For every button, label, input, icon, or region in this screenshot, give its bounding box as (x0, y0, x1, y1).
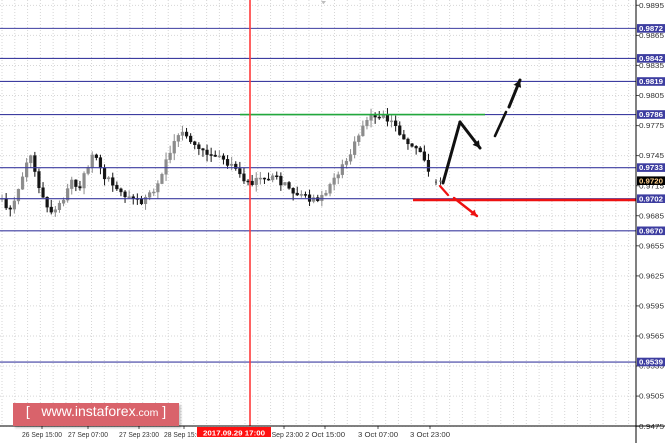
svg-text:0.9872: 0.9872 (639, 24, 663, 33)
svg-text:0.9655: 0.9655 (639, 241, 664, 250)
svg-text:2017.09.29 17:00: 2017.09.29 17:00 (203, 428, 265, 437)
svg-text:0.9595: 0.9595 (639, 302, 664, 311)
svg-text:0.9805: 0.9805 (639, 91, 664, 100)
svg-text:0.9720: 0.9720 (639, 176, 663, 185)
svg-text:2 Oct 15:00: 2 Oct 15:00 (305, 430, 345, 439)
svg-text:0.9786: 0.9786 (639, 110, 663, 119)
svg-text:0.9733: 0.9733 (639, 163, 663, 172)
svg-text:0.9670: 0.9670 (639, 226, 663, 235)
svg-text:3 Oct 23:00: 3 Oct 23:00 (410, 430, 450, 439)
svg-text:0.9895: 0.9895 (639, 1, 664, 10)
svg-text:0.9842: 0.9842 (639, 54, 663, 63)
svg-text:27 Sep 23:00: 27 Sep 23:00 (119, 430, 159, 439)
svg-text:0.9505: 0.9505 (639, 392, 664, 401)
svg-text:0.9775: 0.9775 (639, 121, 664, 130)
svg-text:26 Sep 15:00: 26 Sep 15:00 (22, 430, 62, 439)
svg-text:0.9625: 0.9625 (639, 272, 664, 281)
svg-text:0.9819: 0.9819 (639, 77, 663, 86)
svg-text:0.9745: 0.9745 (639, 151, 664, 160)
svg-text:3 Oct 07:00: 3 Oct 07:00 (358, 430, 398, 439)
svg-text:0.9539: 0.9539 (639, 358, 663, 367)
svg-text:27 Sep 07:00: 27 Sep 07:00 (68, 430, 108, 439)
svg-text:0.9685: 0.9685 (639, 211, 664, 220)
svg-text:0.9702: 0.9702 (639, 194, 663, 203)
svg-text:0.9565: 0.9565 (639, 332, 664, 341)
